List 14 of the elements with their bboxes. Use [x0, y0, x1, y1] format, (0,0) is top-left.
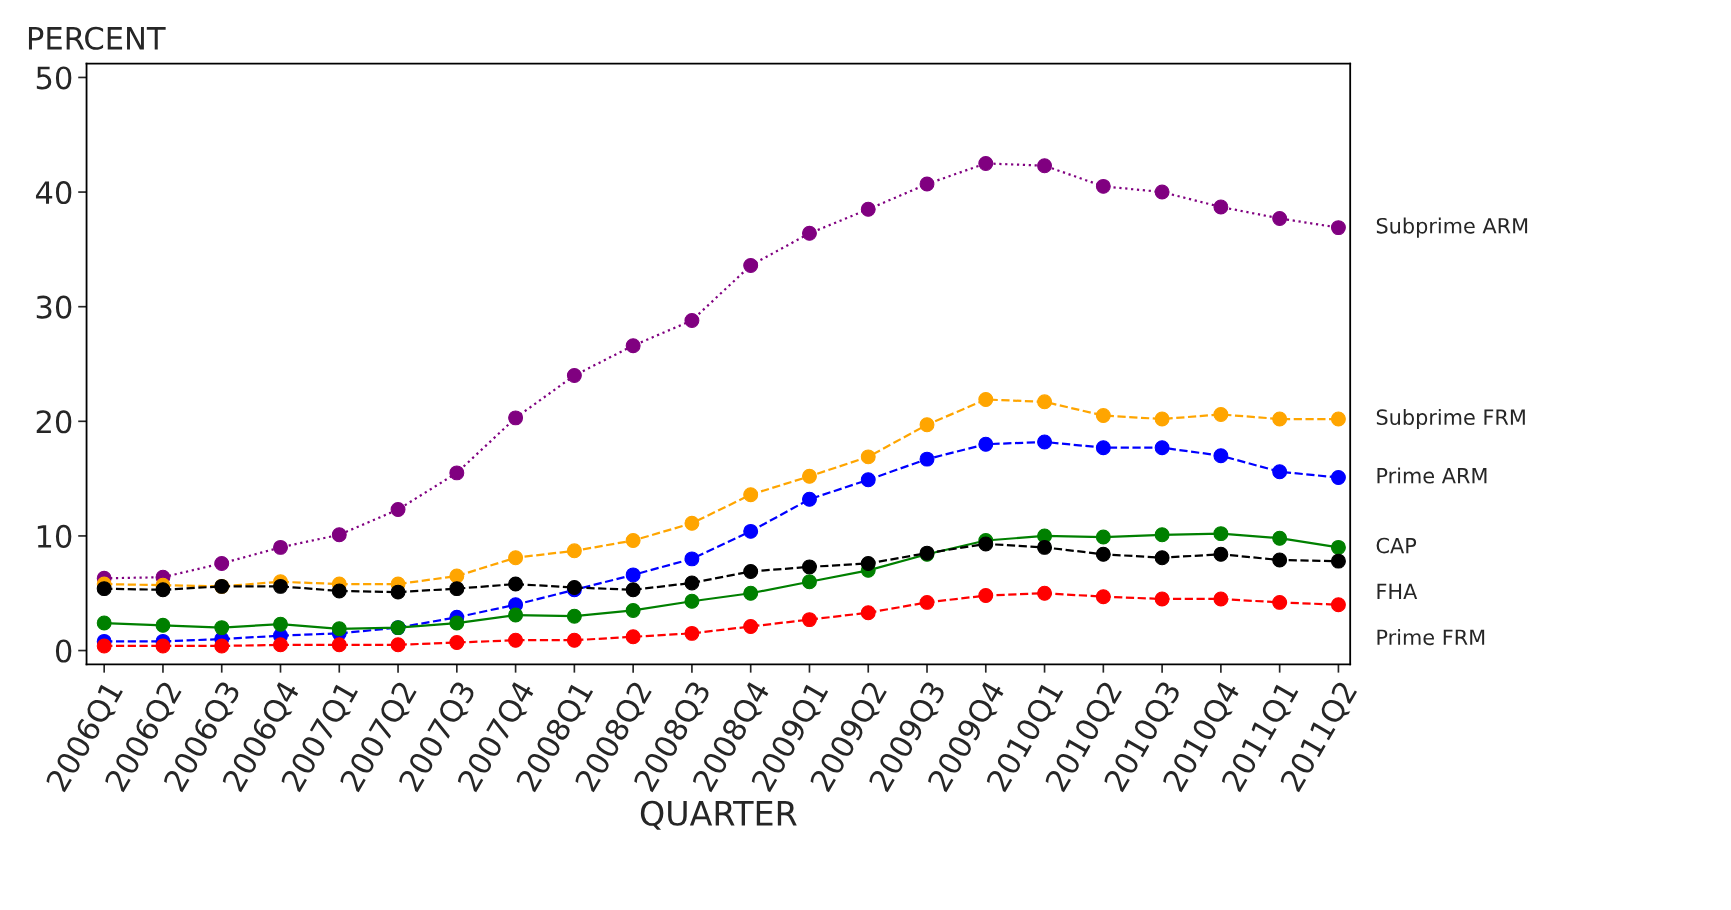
y-tick-label: 50: [36, 66, 72, 90]
series-label: FHA: [1377, 583, 1418, 599]
y-tick-label: 40: [35, 181, 72, 205]
x-axis-title: QUARTER: [640, 800, 797, 830]
y-tick-label: 10: [37, 524, 72, 548]
series-label: Subprime FRM: [1376, 408, 1525, 430]
series-label: Subprime ARM: [1376, 217, 1528, 238]
series-label: CAP: [1376, 537, 1417, 554]
y-tick-label: 20: [36, 410, 72, 434]
y-tick-label: 0: [55, 639, 72, 663]
y-axis-title: PERCENT: [28, 26, 166, 50]
y-tick-label: 30: [36, 295, 72, 319]
series-label: Prime FRM: [1377, 629, 1485, 646]
series-label: Prime ARM: [1377, 467, 1487, 484]
